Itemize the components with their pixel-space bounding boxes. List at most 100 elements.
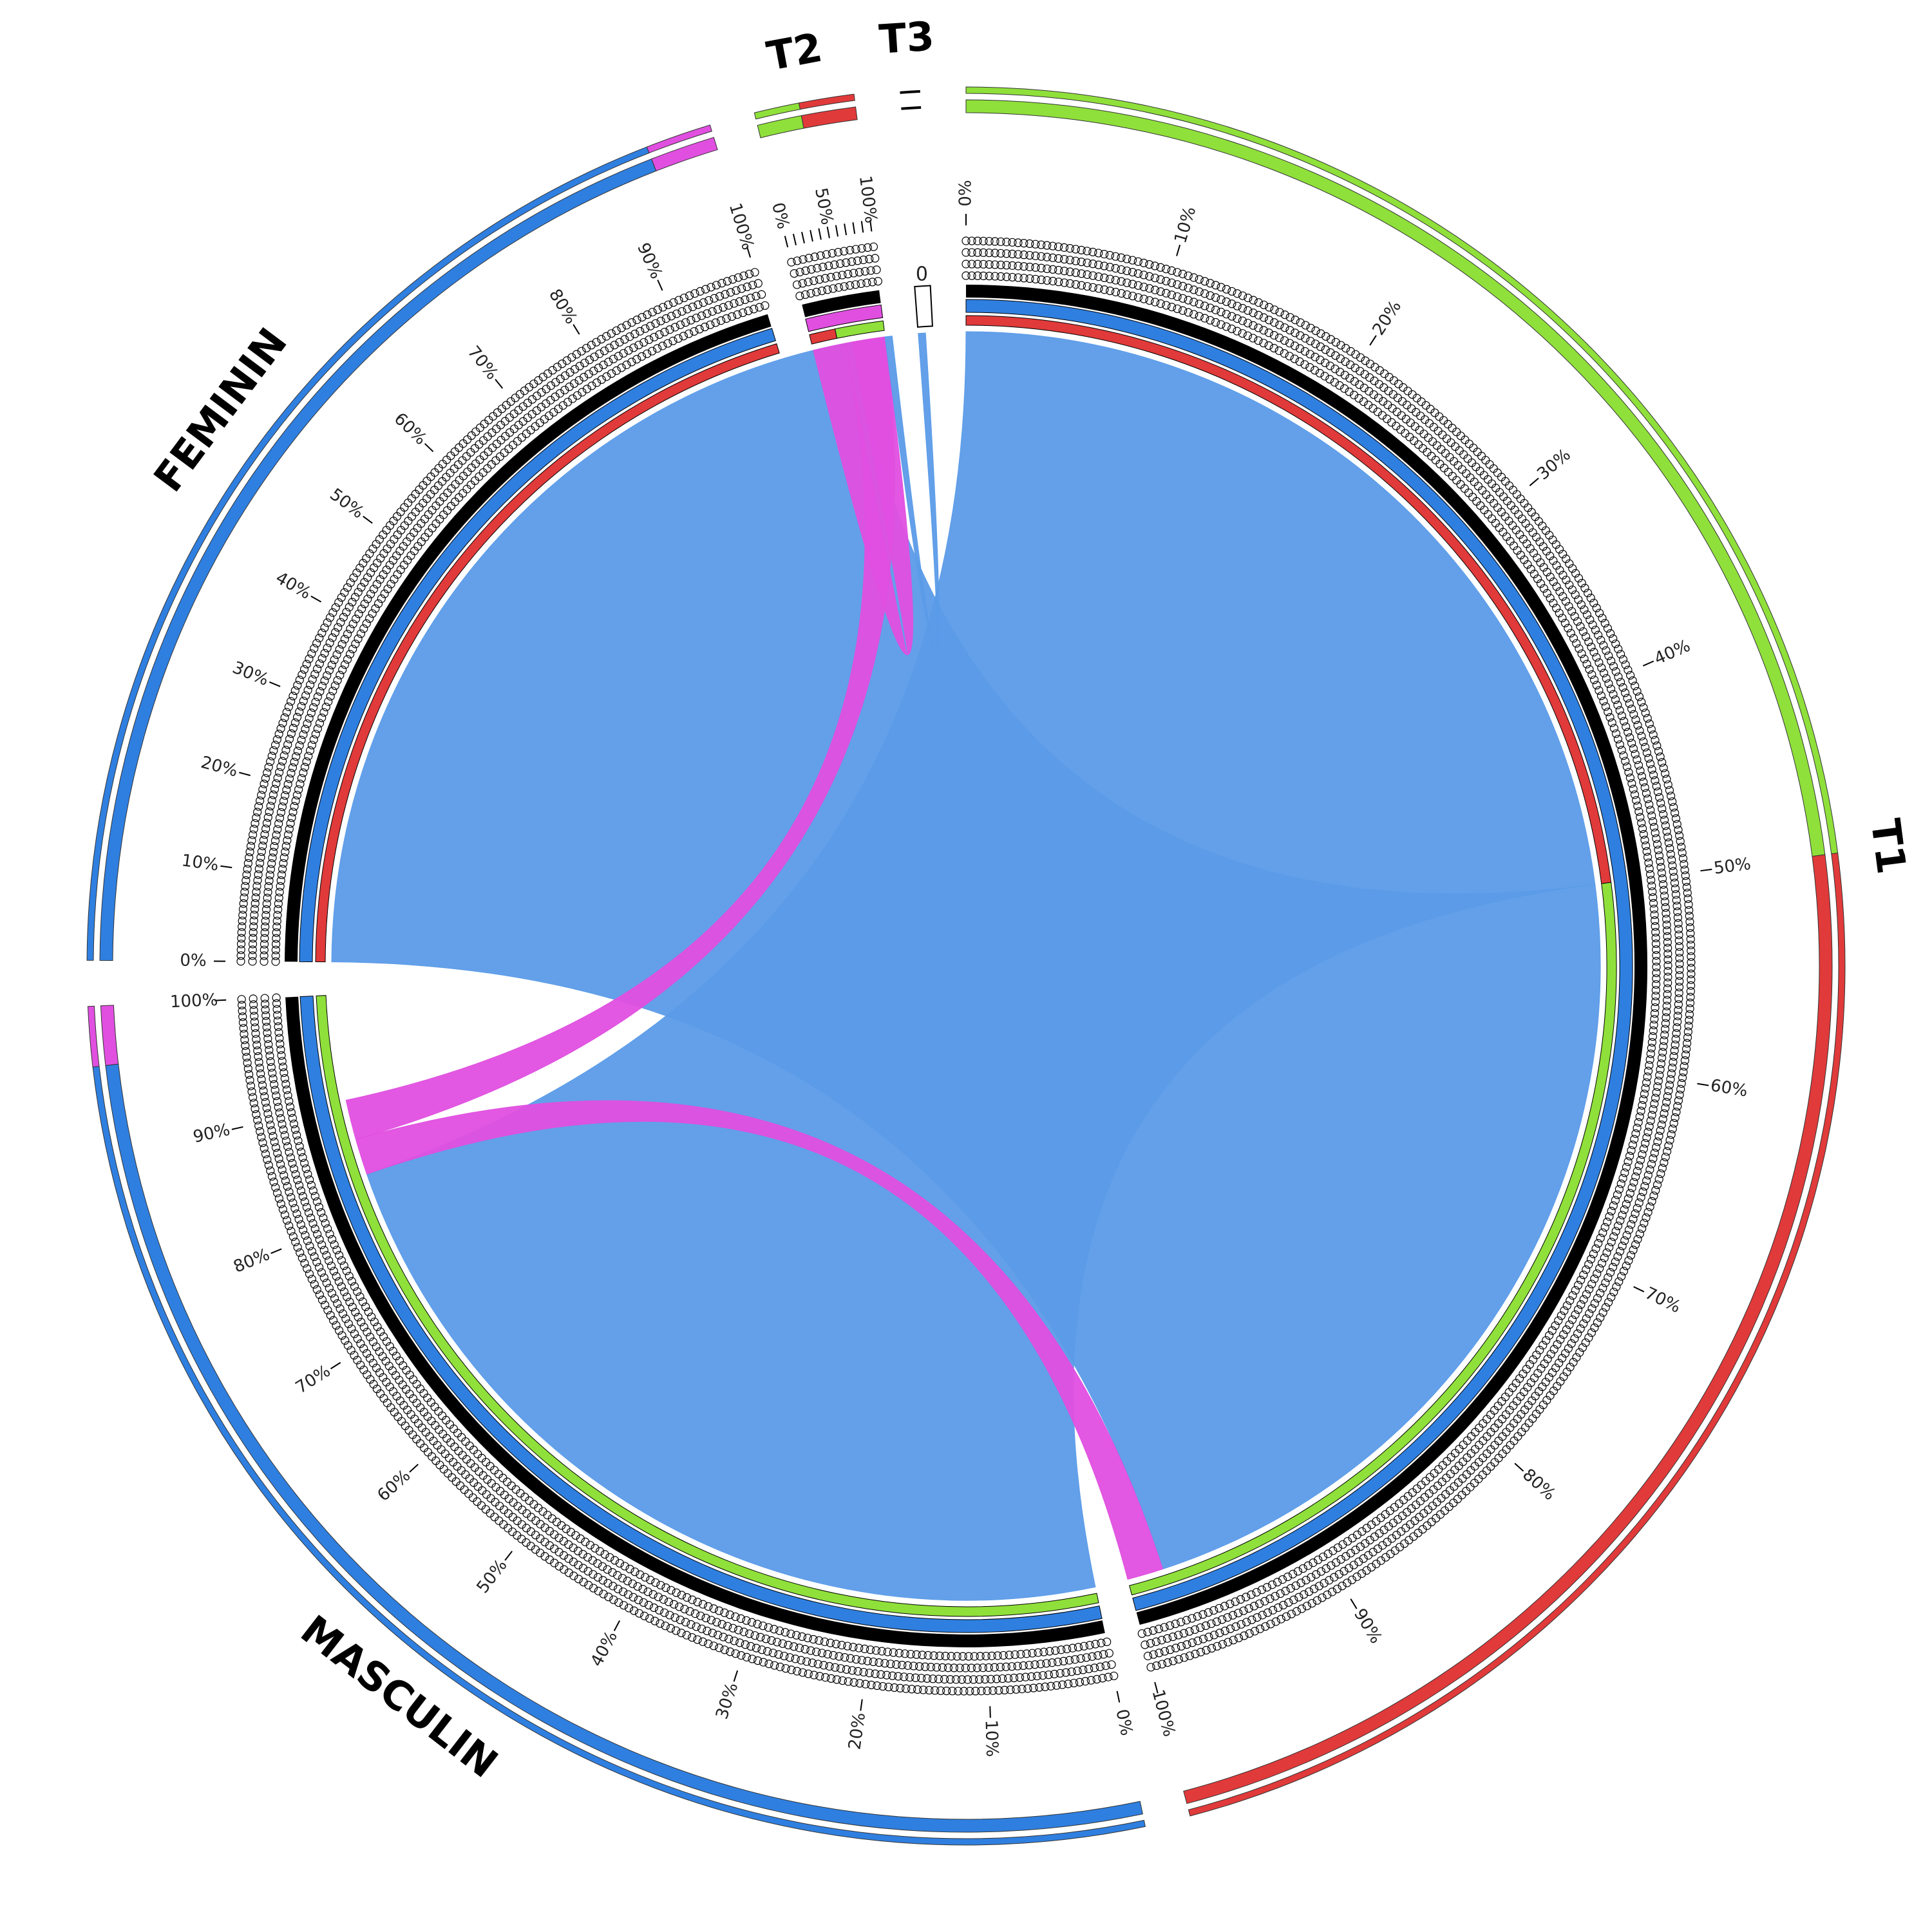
glyph-masculin-3-121 xyxy=(460,1485,469,1494)
glyph-t1-2-144 xyxy=(1618,683,1627,692)
glyph-rings xyxy=(236,236,1696,1696)
glyph-t1-1-31 xyxy=(1139,282,1148,292)
glyph-t1-2-259 xyxy=(1576,1324,1585,1333)
glyph-masculin-2-16 xyxy=(1015,1673,1025,1682)
glyph-t1-2-204 xyxy=(1672,1023,1681,1032)
glyph-masculin-2-76 xyxy=(676,1615,685,1624)
glyph-t1-0-56 xyxy=(1274,346,1283,355)
outer-band-group xyxy=(86,86,1846,1846)
glyph-masculin-0-174 xyxy=(305,1175,314,1184)
glyph-masculin-2-5 xyxy=(1079,1665,1088,1674)
glyph-t1-1-338 xyxy=(1201,1621,1211,1631)
glyph-t1-2-342 xyxy=(1215,1629,1224,1638)
glyph-masculin-2-162 xyxy=(322,1278,331,1287)
glyph-feminin-1-73 xyxy=(385,560,394,570)
glyph-feminin-1-95 xyxy=(467,463,476,472)
glyph-t1-3-163 xyxy=(1661,769,1670,778)
glyph-t1-2-193 xyxy=(1675,960,1684,969)
track-inner-t1-green xyxy=(1129,882,1617,1596)
glyph-masculin-1-57 xyxy=(778,1639,787,1648)
glyph-masculin-3-123 xyxy=(451,1477,460,1486)
glyph-feminin-1-69 xyxy=(372,580,381,589)
glyph-feminin-2-93 xyxy=(446,468,455,477)
glyph-masculin-0-3 xyxy=(1085,1641,1094,1650)
glyph-t1-2-123 xyxy=(1562,575,1571,585)
outer-feminin-magenta-1 xyxy=(646,124,713,154)
glyph-t1-2-47 xyxy=(1227,299,1236,308)
glyph-t1-1-63 xyxy=(1311,352,1320,361)
glyph-t1-3-3 xyxy=(979,236,988,245)
glyph-t1-3-346 xyxy=(1229,1636,1238,1645)
glyph-masculin-0-16 xyxy=(1010,1650,1019,1659)
glyph-t1-3-119 xyxy=(1551,540,1560,549)
glyph-t1-3-126 xyxy=(1574,574,1584,583)
glyph-masculin-3-49 xyxy=(826,1674,836,1683)
glyph-t1-0-150 xyxy=(1619,751,1628,760)
glyph-feminin-2-5 xyxy=(249,928,258,937)
glyph-t1-3-98 xyxy=(1473,448,1482,457)
glyph-t1-3-152 xyxy=(1641,708,1650,717)
glyph-feminin-0-42 xyxy=(315,719,325,728)
glyph-masculin-1-153 xyxy=(351,1307,360,1317)
glyph-t1-0-317 xyxy=(1278,1575,1287,1584)
glyph-masculin-1-40 xyxy=(875,1658,884,1667)
glyph-t2-0-1 xyxy=(800,290,810,299)
glyph-feminin-3-58 xyxy=(315,634,324,643)
glyph-feminin-3-155 xyxy=(728,275,737,284)
glyph-t1-3-328 xyxy=(1323,1590,1332,1599)
glyph-masculin-2-183 xyxy=(278,1165,287,1175)
glyph-feminin-0-47 xyxy=(326,692,335,701)
glyph-t1-3-344 xyxy=(1240,1631,1249,1640)
glyph-t1-2-74 xyxy=(1365,373,1374,382)
glyph-t1-0-228 xyxy=(1611,1196,1620,1205)
glyph-t1-0-314 xyxy=(1293,1567,1303,1576)
glyph-masculin-1-144 xyxy=(378,1352,387,1361)
glyph-t2-3-8 xyxy=(833,248,843,257)
glyph-t1-1-207 xyxy=(1656,1059,1665,1068)
glyph-t1-2-334 xyxy=(1258,1611,1267,1620)
glyph-t1-1-146 xyxy=(1617,711,1627,721)
glyph-t1-3-33 xyxy=(1150,261,1160,270)
glyph-masculin-1-39 xyxy=(880,1659,889,1668)
glyph-t1-1-249 xyxy=(1582,1290,1591,1299)
glyph-t1-1-182 xyxy=(1662,914,1671,923)
glyph-feminin-3-96 xyxy=(442,455,451,464)
glyph-feminin-1-24 xyxy=(274,819,283,828)
glyph-feminin-2-36 xyxy=(279,751,289,760)
glyph-t1-3-42 xyxy=(1200,277,1209,286)
glyph-t1-0-18 xyxy=(1066,279,1075,288)
glyph-t1-1-124 xyxy=(1561,597,1571,606)
glyph-masculin-1-10 xyxy=(1048,1658,1057,1667)
glyph-masculin-0-182 xyxy=(292,1131,301,1140)
glyph-masculin-3-71 xyxy=(704,1639,713,1649)
glyph-t1-1-254 xyxy=(1567,1315,1577,1324)
glyph-t1-1-250 xyxy=(1579,1295,1588,1304)
glyph-t1-0-208 xyxy=(1641,1084,1650,1093)
glyph-t1-2-46 xyxy=(1222,297,1231,307)
glyph-t1-0-175 xyxy=(1649,893,1658,902)
glyph-t1-2-58 xyxy=(1285,326,1294,335)
glyph-masculin-2-80 xyxy=(655,1605,664,1615)
glyph-masculin-1-54 xyxy=(795,1643,804,1653)
tick-label-masculin-2: 20% xyxy=(845,1711,869,1750)
glyph-t1-3-336 xyxy=(1282,1612,1291,1621)
glyph-t1-2-314 xyxy=(1359,1554,1368,1563)
glyph-feminin-0-112 xyxy=(558,401,567,410)
glyph-masculin-2-186 xyxy=(273,1148,282,1158)
tick-masculin-9 xyxy=(231,1126,243,1130)
glyph-t1-3-190 xyxy=(1685,923,1695,932)
glyph-masculin-2-35 xyxy=(905,1672,914,1682)
tick-t2-2 xyxy=(801,231,805,243)
glyph-masculin-1-170 xyxy=(308,1219,317,1228)
glyph-t1-0-185 xyxy=(1652,951,1661,960)
glyph-t1-0-40 xyxy=(1189,310,1198,319)
glyph-t1-0-235 xyxy=(1596,1233,1605,1242)
glyph-feminin-2-2 xyxy=(248,945,257,954)
glyph-masculin-2-82 xyxy=(644,1600,654,1610)
glyph-feminin-2-59 xyxy=(330,628,340,637)
glyph-t1-3-339 xyxy=(1266,1620,1275,1629)
glyph-masculin-3-3 xyxy=(1092,1674,1101,1684)
glyph-t1-2-261 xyxy=(1570,1334,1579,1343)
glyph-masculin-0-206 xyxy=(272,993,281,1002)
glyph-feminin-2-144 xyxy=(688,302,697,312)
